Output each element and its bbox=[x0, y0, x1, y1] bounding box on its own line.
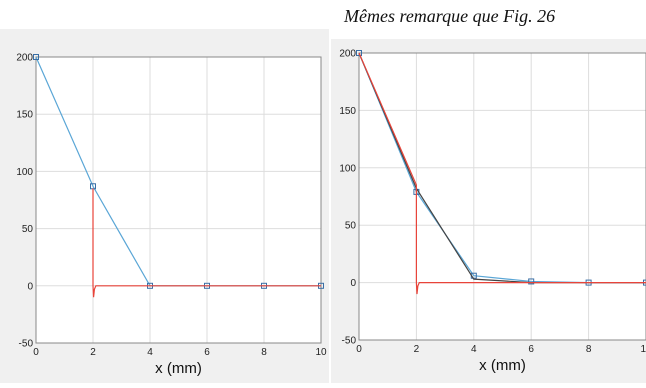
x-axis-label: x (mm) bbox=[479, 357, 526, 374]
x-tick-label: 4 bbox=[471, 344, 477, 355]
x-tick-label: 0 bbox=[356, 344, 362, 355]
x-tick-label: 10 bbox=[315, 347, 327, 358]
y-tick-label: 200 bbox=[16, 53, 33, 64]
x-tick-label: 2 bbox=[90, 347, 96, 358]
x-tick-label: 8 bbox=[261, 347, 267, 358]
y-tick-label: 0 bbox=[350, 278, 356, 289]
y-tick-label: 100 bbox=[339, 163, 356, 174]
x-axis-label: x (mm) bbox=[155, 360, 202, 377]
y-tick-label: 100 bbox=[16, 167, 33, 178]
x-tick-label: 10 bbox=[640, 344, 646, 355]
y-tick-label: 150 bbox=[16, 110, 33, 121]
axes-area bbox=[359, 53, 646, 340]
y-tick-label: 150 bbox=[339, 106, 356, 117]
x-tick-label: 6 bbox=[528, 344, 534, 355]
y-tick-label: 200 bbox=[339, 49, 356, 60]
x-tick-label: 6 bbox=[204, 347, 210, 358]
y-tick-label: 50 bbox=[345, 221, 357, 232]
figure-caption: Mêmes remarque que Fig. 26 bbox=[344, 1, 644, 31]
y-tick-label: -50 bbox=[19, 339, 34, 350]
y-tick-label: -50 bbox=[342, 336, 357, 347]
y-tick-label: 0 bbox=[27, 281, 33, 292]
axes-area bbox=[36, 57, 321, 343]
y-tick-label: 50 bbox=[22, 224, 34, 235]
x-tick-label: 0 bbox=[33, 347, 39, 358]
x-tick-label: 2 bbox=[414, 344, 420, 355]
x-tick-label: 8 bbox=[586, 344, 592, 355]
x-tick-label: 4 bbox=[147, 347, 153, 358]
